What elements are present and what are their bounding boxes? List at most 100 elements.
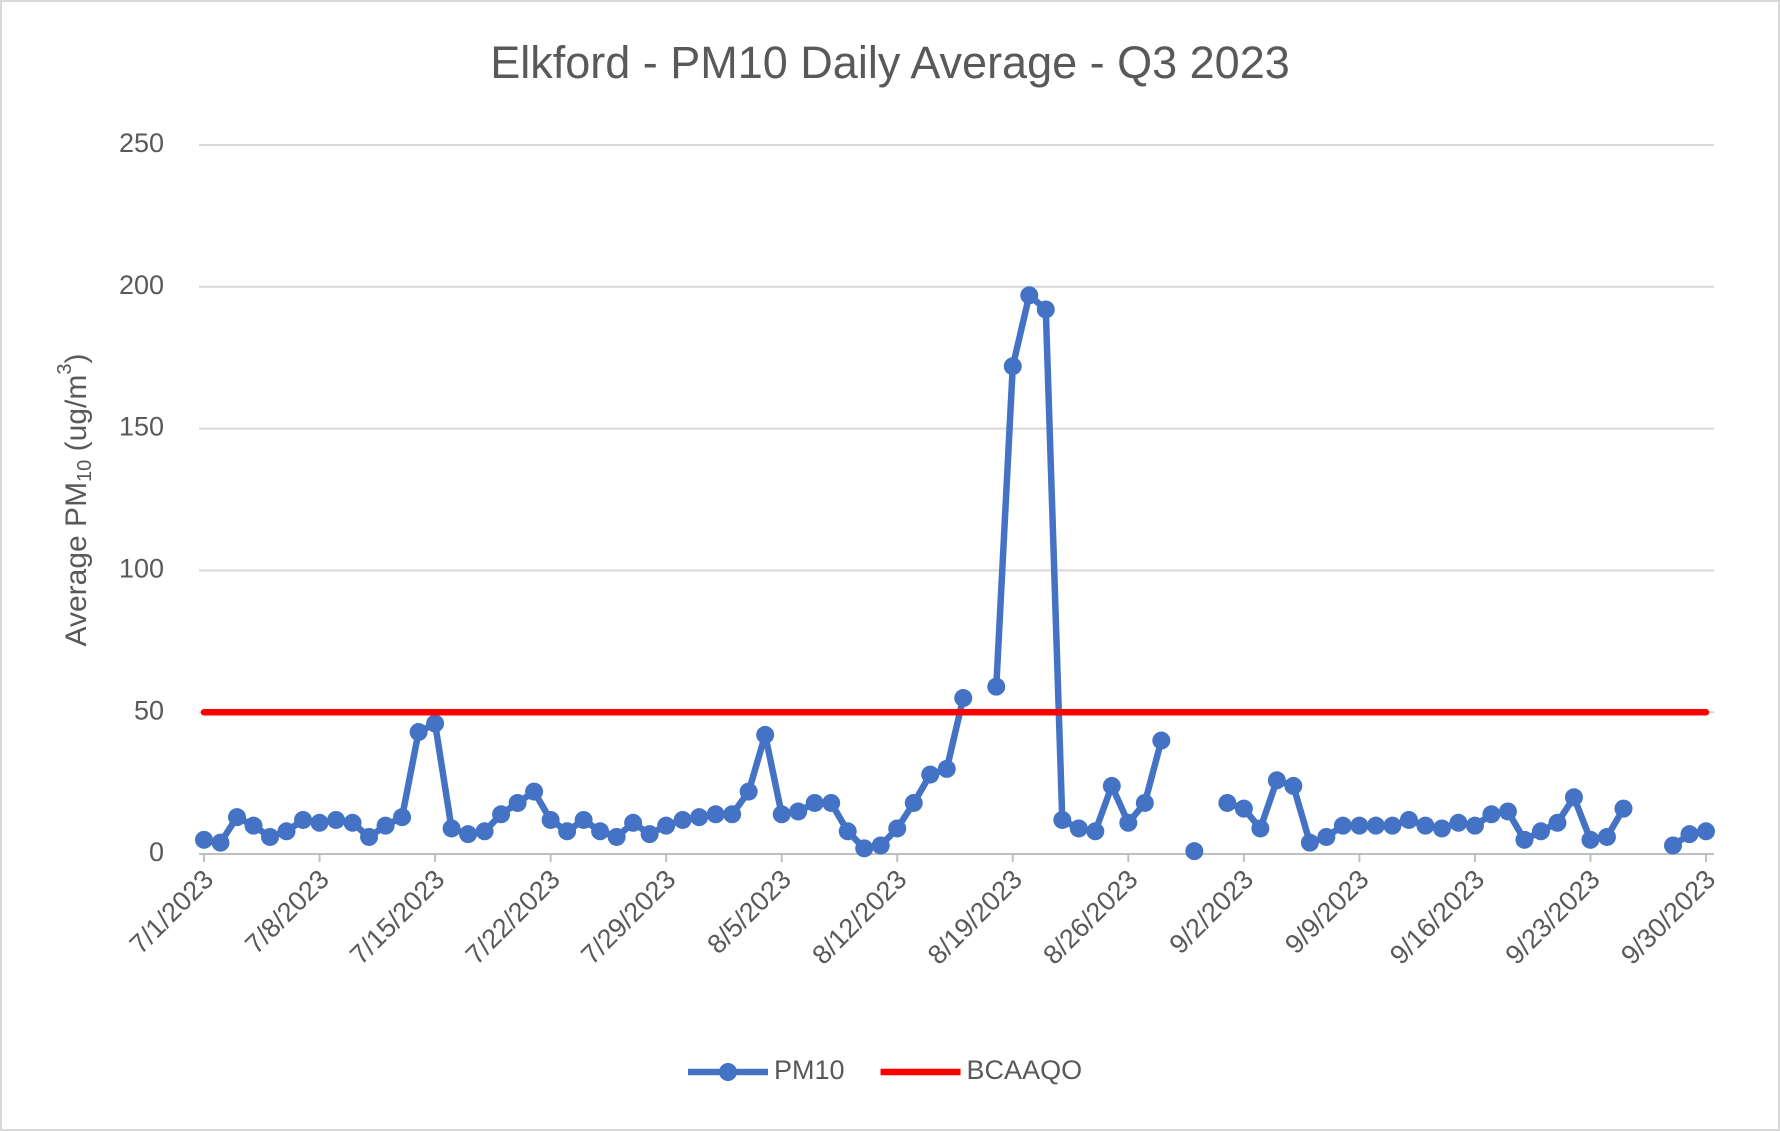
point — [888, 819, 907, 838]
point — [1515, 830, 1534, 849]
point — [393, 808, 412, 827]
point — [871, 836, 890, 855]
point — [1663, 836, 1682, 855]
point — [525, 782, 544, 801]
y-title-sup: 3 — [54, 364, 76, 375]
point — [1267, 771, 1286, 790]
point — [673, 810, 692, 829]
point — [772, 805, 791, 824]
point — [376, 816, 395, 835]
point — [1284, 776, 1303, 795]
y-tick-label: 150 — [119, 412, 164, 442]
point — [508, 793, 527, 812]
point — [789, 802, 808, 821]
point — [1234, 799, 1253, 818]
point — [558, 822, 577, 841]
point — [1020, 286, 1039, 305]
chart-title: Elkford - PM10 Daily Average - Q3 2023 — [490, 37, 1290, 88]
point — [1333, 816, 1352, 835]
y-tick-label: 50 — [134, 695, 164, 725]
point — [591, 822, 610, 841]
point — [1383, 816, 1402, 835]
point — [1680, 825, 1699, 844]
point — [1185, 842, 1204, 861]
y-tick-label: 250 — [119, 128, 164, 158]
point — [1465, 816, 1484, 835]
point — [1449, 813, 1468, 832]
point — [1218, 793, 1237, 812]
point — [723, 805, 742, 824]
point — [1036, 300, 1055, 319]
y-axis-title: Average PM10 (ug/m3) — [54, 354, 96, 647]
y-tick-label: 200 — [119, 270, 164, 300]
point — [640, 825, 659, 844]
point — [904, 793, 923, 812]
point — [541, 810, 560, 829]
point — [1350, 816, 1369, 835]
point — [657, 816, 676, 835]
point — [1614, 799, 1633, 818]
point — [1300, 833, 1319, 852]
y-title-sub: 10 — [74, 460, 96, 482]
point — [690, 808, 709, 827]
point — [937, 759, 956, 778]
point — [1251, 819, 1270, 838]
point — [1581, 830, 1600, 849]
point — [228, 808, 247, 827]
y-title-part: (ug/m — [60, 375, 93, 460]
point — [475, 822, 494, 841]
point — [1432, 819, 1451, 838]
point — [195, 830, 213, 849]
point — [1697, 822, 1715, 841]
point — [261, 827, 280, 846]
point — [739, 782, 758, 801]
point — [607, 827, 626, 846]
point — [310, 813, 329, 832]
point — [1564, 788, 1583, 807]
point — [360, 827, 379, 846]
point — [1597, 827, 1616, 846]
point — [574, 810, 593, 829]
point — [1135, 793, 1154, 812]
point — [1053, 810, 1072, 829]
point — [277, 822, 296, 841]
legend-label: PM10 — [774, 1055, 845, 1085]
y-tick-label: 100 — [119, 554, 164, 584]
point — [426, 714, 445, 733]
point — [706, 805, 725, 824]
point — [954, 689, 973, 708]
point — [1482, 805, 1501, 824]
point — [1366, 816, 1385, 835]
point — [1069, 819, 1088, 838]
point — [1548, 813, 1567, 832]
point — [1498, 802, 1517, 821]
point — [1119, 813, 1138, 832]
point — [492, 805, 511, 824]
y-title-part: ) — [60, 354, 93, 364]
point — [1003, 357, 1022, 376]
point — [244, 816, 263, 835]
point — [1102, 776, 1121, 795]
point — [838, 822, 857, 841]
y-title-part: Average PM — [60, 482, 93, 647]
point — [987, 677, 1006, 696]
point — [805, 793, 824, 812]
point — [1416, 816, 1435, 835]
point — [1531, 822, 1550, 841]
point — [855, 839, 874, 858]
point — [294, 810, 313, 829]
point — [459, 825, 478, 844]
point — [921, 765, 940, 784]
point — [1317, 827, 1336, 846]
point — [409, 723, 428, 742]
point — [624, 813, 643, 832]
y-tick-label: 0 — [149, 837, 164, 867]
point — [1399, 810, 1418, 829]
point — [1086, 822, 1105, 841]
point — [211, 833, 230, 852]
legend-label: BCAAQO — [967, 1055, 1083, 1085]
legend-marker — [719, 1063, 737, 1081]
point — [327, 810, 346, 829]
point — [442, 819, 461, 838]
